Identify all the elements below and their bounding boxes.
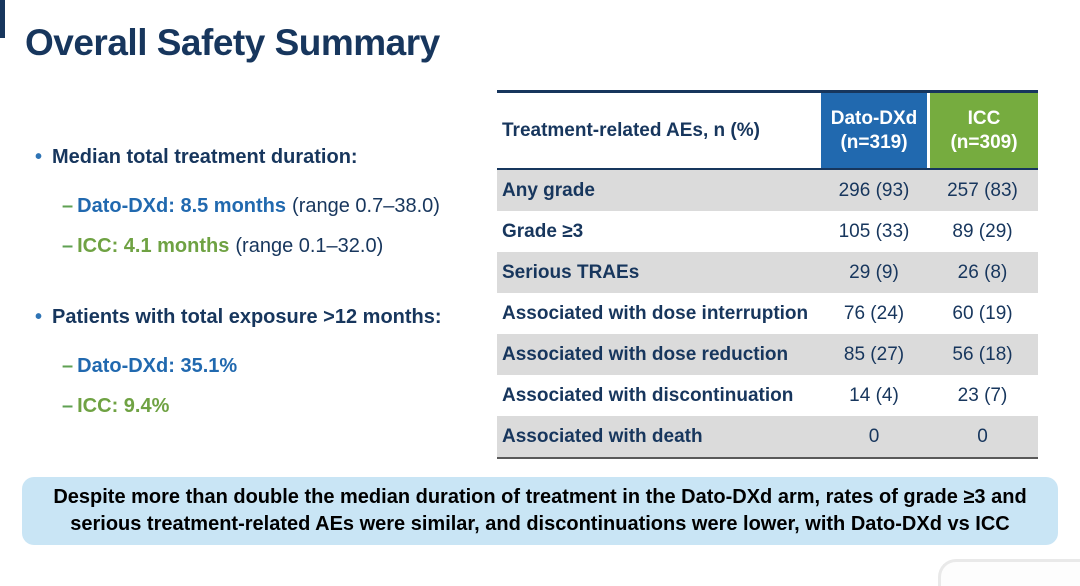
subbullet-dato-exposure: – Dato-DXd: 35.1% [62,355,237,378]
dash-icon: – [62,195,74,217]
conclusion-text: Despite more than double the median dura… [53,486,1027,535]
table-row: Associated with discontinuation 14 (4) 2… [497,375,1038,416]
table-row: Associated with dose reduction 85 (27) 5… [497,334,1038,375]
dato-dxd-duration-value: Dato-DXd: 8.5 months [77,195,287,217]
row-label: Serious TRAEs [502,261,640,283]
row-label: Grade ≥3 [502,220,584,242]
dato-dxd-cell: 76 (24) [843,302,905,324]
bullet-exposure: • Patients with total exposure >12 months… [35,306,442,329]
row-label: Associated with dose interruption [502,302,809,324]
table-row: Grade ≥3 105 (33) 89 (29) [497,211,1038,252]
dato-dxd-cell: 105 (33) [838,220,910,242]
subbullet-icc-duration: – ICC: 4.1 months (range 0.1–32.0) [62,235,383,258]
treatment-related-aes-table: Treatment-related AEs, n (%) Dato-DXd (n… [497,90,1038,459]
bullet-label: Patients with total exposure >12 months: [52,306,442,328]
page-title: Overall Safety Summary [25,22,440,63]
column-header-icc: ICC (n=309) [927,93,1038,168]
icc-cell: 0 [977,425,988,447]
row-label: Associated with death [502,425,703,447]
column-header-line: Dato-DXd [830,107,918,129]
bullet-treatment-duration: • Median total treatment duration: [35,146,358,169]
bullet-icon: • [35,146,43,168]
table-header-row: Treatment-related AEs, n (%) Dato-DXd (n… [497,93,1038,170]
dato-dxd-exposure-value: Dato-DXd: 35.1% [77,355,238,377]
row-label: Associated with discontinuation [502,384,794,406]
column-header-line: ICC [967,107,1001,129]
slide-edge-decoration [0,0,5,38]
dato-dxd-cell: 0 [868,425,880,447]
icc-duration-range: (range 0.1–32.0) [235,235,384,257]
table-row: Associated with death 0 0 [497,416,1038,459]
dash-icon: – [62,235,74,257]
table-row: Serious TRAEs 29 (9) 26 (8) [497,252,1038,293]
icc-cell: 56 (18) [952,343,1013,365]
dato-dxd-duration-range: (range 0.7–38.0) [292,195,440,217]
bullet-icon: • [35,306,43,328]
cropped-element-outline [938,559,1080,586]
icc-cell: 26 (8) [957,261,1008,283]
bullet-label: Median total treatment duration: [52,146,358,168]
dash-icon: – [62,395,74,417]
icc-exposure-value: ICC: 9.4% [77,395,170,417]
conclusion-banner: Despite more than double the median dura… [22,477,1058,545]
icc-cell: 60 (19) [952,302,1013,324]
column-header-aes: Treatment-related AEs, n (%) [497,93,821,168]
table-row: Any grade 296 (93) 257 (83) [497,170,1038,211]
column-header-line: (n=319) [840,131,908,153]
icc-cell: 89 (29) [952,220,1013,242]
row-label: Any grade [502,179,595,201]
table-row: Associated with dose interruption 76 (24… [497,293,1038,334]
column-header-line: (n=309) [950,131,1018,153]
subbullet-dato-duration: – Dato-DXd: 8.5 months (range 0.7–38.0) [62,195,440,218]
dato-dxd-cell: 14 (4) [849,384,899,406]
dato-dxd-cell: 29 (9) [849,261,899,283]
subbullet-icc-exposure: – ICC: 9.4% [62,395,169,418]
icc-cell: 257 (83) [947,179,1018,201]
row-label: Associated with dose reduction [502,343,789,365]
dato-dxd-cell: 85 (27) [843,343,905,365]
dato-dxd-cell: 296 (93) [838,179,910,201]
dash-icon: – [62,355,74,377]
icc-duration-value: ICC: 4.1 months [77,235,230,257]
icc-cell: 23 (7) [957,384,1008,406]
column-header-dato-dxd: Dato-DXd (n=319) [821,93,927,168]
